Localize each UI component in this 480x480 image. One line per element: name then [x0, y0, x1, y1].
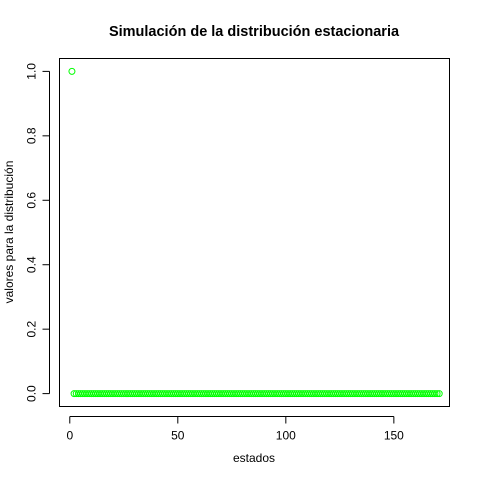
data-points	[68, 67, 443, 398]
chart-title: Simulación de la distribución estacionar…	[109, 24, 400, 40]
x-tick-label: 50	[171, 429, 185, 443]
x-tick-label: 0	[66, 429, 73, 443]
x-axis-label: estados	[233, 451, 275, 465]
y-tick-label: 0.0	[25, 385, 39, 402]
x-axis: 0 50 100 150	[66, 416, 404, 443]
y-tick-label: 1.0	[25, 63, 39, 80]
y-axis-label: valores para la distribución	[2, 161, 16, 304]
y-tick-label: 0.8	[25, 127, 39, 144]
y-axis: 0.0 0.2 0.4 0.6 0.8 1.0	[25, 63, 50, 402]
plot-frame	[59, 58, 450, 407]
data-point	[435, 390, 443, 398]
y-tick-label: 0.4	[25, 256, 39, 273]
y-tick-label: 0.2	[25, 321, 39, 338]
x-tick-label: 100	[276, 429, 296, 443]
data-point	[431, 390, 439, 398]
y-tick-label: 0.6	[25, 192, 39, 209]
data-point	[433, 390, 441, 398]
x-tick-label: 150	[384, 429, 404, 443]
data-point	[68, 67, 76, 75]
